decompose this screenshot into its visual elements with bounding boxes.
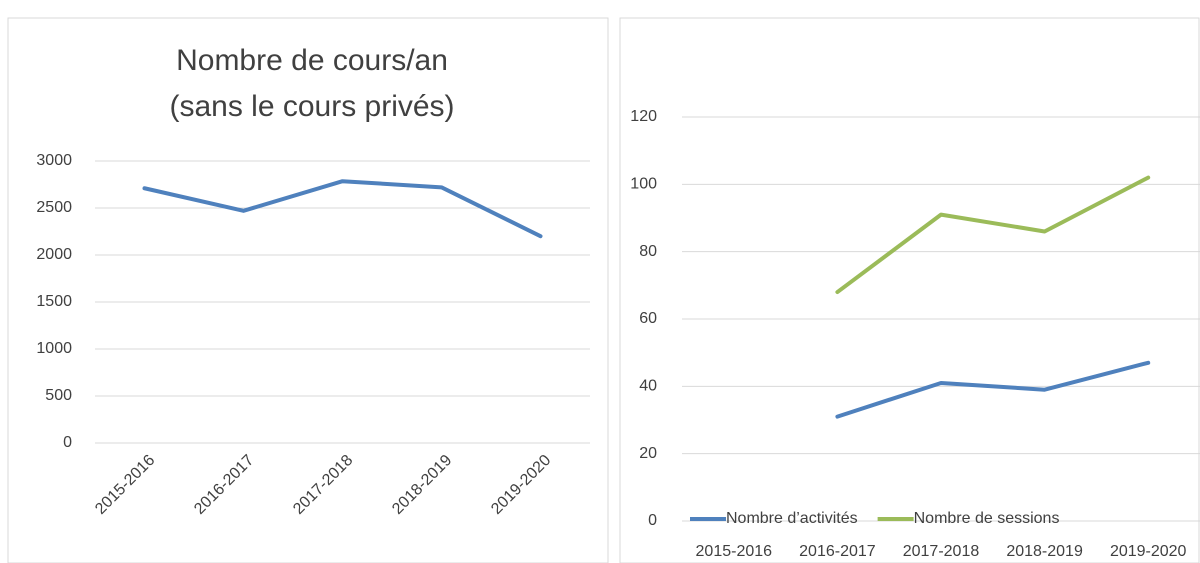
x-tick-label: 2016-2017 — [191, 452, 257, 518]
chart-title: Nombre de cours/an — [176, 44, 448, 77]
x-tick-label: 2016-2017 — [799, 543, 876, 560]
y-tick-label: 3000 — [36, 152, 72, 169]
y-tick-label: 80 — [639, 243, 657, 260]
legend-label: Nombre de sessions — [914, 510, 1060, 527]
legend-label: Nombre d’activités — [726, 510, 858, 527]
x-tick-label: 2015-2016 — [696, 543, 773, 560]
y-tick-label: 40 — [639, 378, 657, 395]
y-tick-label: 60 — [639, 310, 657, 327]
y-tick-label: 1000 — [36, 340, 72, 357]
y-tick-label: 20 — [639, 445, 657, 462]
y-tick-label: 0 — [648, 512, 657, 529]
x-tick-label: 2017-2018 — [290, 452, 356, 518]
x-tick-label: 2019-2020 — [488, 452, 554, 518]
chart-title: (sans le cours privés) — [169, 90, 454, 123]
y-tick-label: 2500 — [36, 199, 72, 216]
series-line — [835, 360, 1151, 419]
left-panel — [7, 17, 609, 563]
y-tick-label: 2000 — [36, 246, 72, 263]
y-tick-label: 0 — [63, 434, 72, 451]
y-tick-label: 120 — [630, 108, 657, 125]
y-tick-label: 1500 — [36, 293, 72, 310]
x-tick-label: 2018-2019 — [389, 452, 455, 518]
x-tick-label: 2019-2020 — [1110, 543, 1187, 560]
x-tick-label: 2017-2018 — [903, 543, 980, 560]
series-line — [835, 175, 1151, 295]
y-tick-label: 100 — [630, 176, 657, 193]
x-tick-label: 2018-2019 — [1006, 543, 1083, 560]
x-tick-label: 2015-2016 — [92, 452, 158, 518]
right-panel — [619, 17, 1200, 563]
series-line — [142, 179, 543, 239]
y-tick-label: 500 — [45, 387, 72, 404]
